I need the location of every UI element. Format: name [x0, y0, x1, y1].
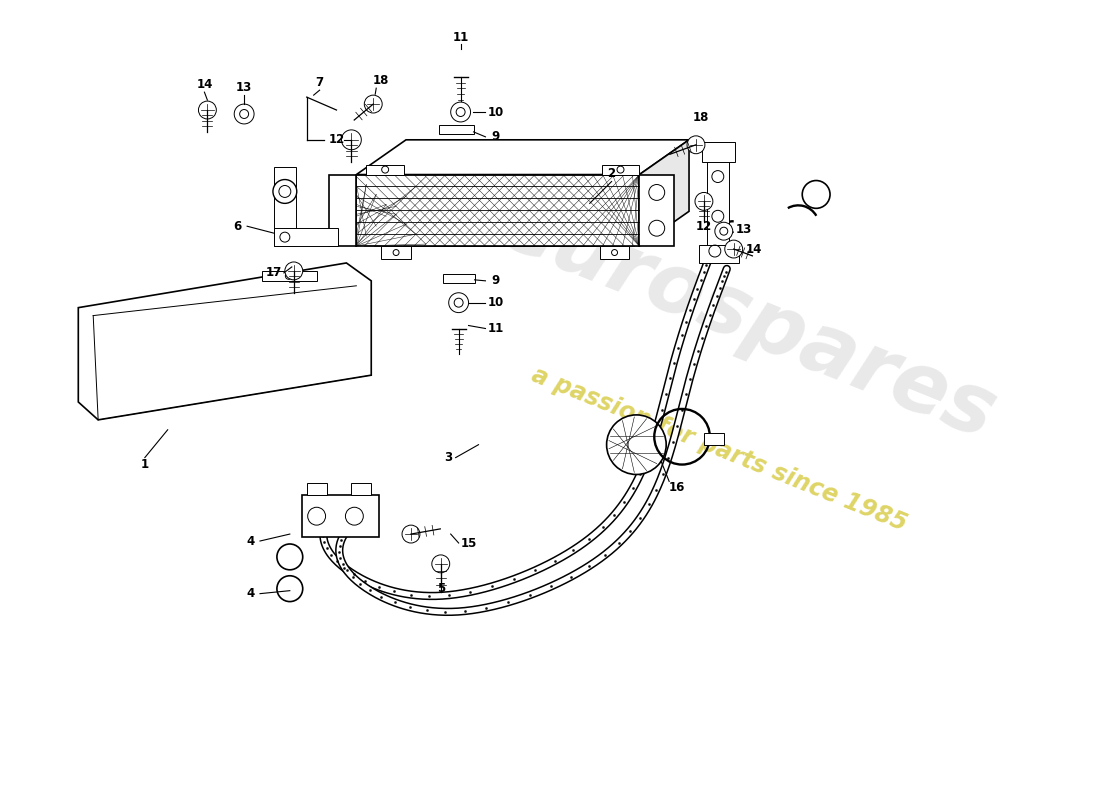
Bar — [442, 274, 474, 283]
Text: 3: 3 — [444, 451, 453, 464]
Text: 13: 13 — [736, 222, 751, 236]
Circle shape — [273, 179, 297, 203]
Text: 12: 12 — [696, 220, 712, 233]
Bar — [382, 246, 411, 259]
Text: 10: 10 — [487, 106, 504, 118]
Circle shape — [277, 576, 302, 602]
Bar — [351, 483, 372, 495]
Bar — [707, 142, 728, 251]
Circle shape — [285, 262, 303, 280]
Circle shape — [432, 555, 450, 573]
Bar — [366, 165, 404, 174]
Circle shape — [451, 102, 471, 122]
Polygon shape — [356, 140, 689, 174]
Text: 14: 14 — [746, 242, 762, 255]
Bar — [274, 166, 296, 246]
Polygon shape — [639, 140, 689, 246]
Text: 7: 7 — [316, 76, 323, 89]
Bar — [301, 495, 380, 537]
Circle shape — [345, 507, 363, 525]
Text: 11: 11 — [452, 31, 469, 44]
Bar — [702, 142, 735, 162]
Polygon shape — [78, 263, 372, 420]
Circle shape — [802, 181, 830, 208]
Bar — [307, 483, 327, 495]
Bar — [602, 165, 639, 174]
Text: 5: 5 — [437, 582, 444, 595]
Bar — [356, 174, 639, 246]
Circle shape — [198, 101, 217, 119]
Circle shape — [649, 185, 664, 200]
Text: 6: 6 — [233, 220, 241, 233]
Text: 9: 9 — [492, 274, 499, 287]
Text: 18: 18 — [373, 74, 389, 86]
Text: 4: 4 — [246, 534, 254, 547]
Circle shape — [308, 507, 326, 525]
Text: 2: 2 — [607, 167, 616, 180]
Circle shape — [449, 293, 469, 313]
Circle shape — [402, 525, 420, 543]
Text: 9: 9 — [492, 130, 499, 143]
Text: 10: 10 — [487, 296, 504, 309]
Bar — [639, 174, 674, 246]
Text: a passion for parts since 1985: a passion for parts since 1985 — [528, 363, 910, 536]
Text: 4: 4 — [246, 587, 254, 600]
Bar — [262, 271, 317, 281]
Bar — [600, 246, 629, 259]
Bar — [704, 433, 724, 445]
Circle shape — [695, 193, 713, 210]
Bar — [439, 125, 473, 134]
Text: eurospares: eurospares — [490, 184, 1008, 457]
Circle shape — [606, 415, 667, 474]
Circle shape — [725, 240, 742, 258]
Circle shape — [341, 130, 361, 150]
Bar — [698, 245, 739, 263]
Text: 13: 13 — [236, 81, 252, 94]
Bar — [274, 228, 339, 246]
Circle shape — [277, 544, 302, 570]
Circle shape — [649, 220, 664, 236]
Circle shape — [688, 136, 705, 154]
Text: 1: 1 — [141, 458, 149, 471]
Text: 11: 11 — [487, 322, 504, 335]
Text: 14: 14 — [196, 78, 212, 90]
Circle shape — [715, 222, 733, 240]
Text: 12: 12 — [329, 134, 344, 146]
Circle shape — [364, 95, 382, 113]
Bar — [329, 174, 356, 246]
Text: 18: 18 — [693, 111, 710, 125]
Text: 15: 15 — [461, 538, 476, 550]
Text: 17: 17 — [266, 266, 282, 279]
Text: 16: 16 — [669, 481, 685, 494]
Circle shape — [234, 104, 254, 124]
